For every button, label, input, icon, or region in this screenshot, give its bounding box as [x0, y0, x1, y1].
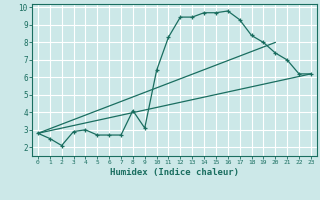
X-axis label: Humidex (Indice chaleur): Humidex (Indice chaleur) — [110, 168, 239, 177]
